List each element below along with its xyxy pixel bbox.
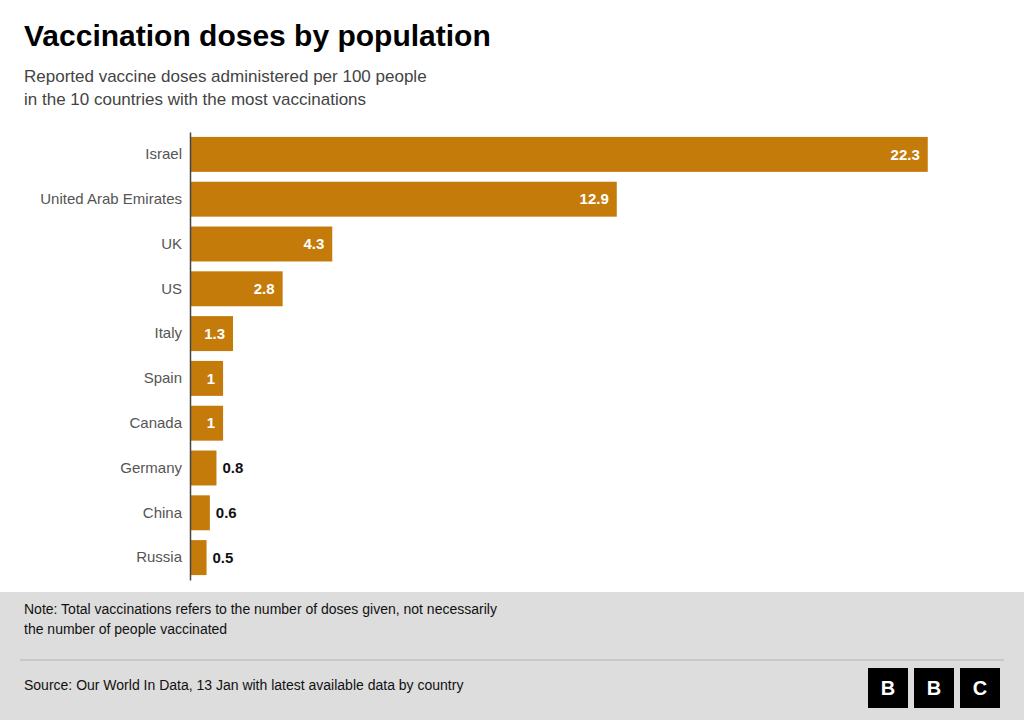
logo-box [868,668,908,708]
logo-box [960,668,1000,708]
data-label: 0.6 [216,504,237,521]
tick-label: Russia [136,548,183,565]
y-axis: Israel United Arab Emirates UK US Italy Spain… [40,133,190,581]
bar [190,137,928,172]
source: Source: Our World In Data, 13 Jan with l… [24,677,463,693]
bar [190,406,223,441]
data-label: 1 [207,414,215,431]
data-label: 0.5 [213,549,234,566]
tick: United Arab Emirates [40,190,190,207]
title: Vaccination doses by population [24,19,491,52]
tick-label: Spain [144,369,182,386]
tick-label: United Arab Emirates [40,190,182,207]
data-label: 12.9 [580,190,609,207]
tick: Russia [136,548,190,565]
data-label: 22.3 [891,146,920,163]
footer-background [0,592,1024,720]
tick: Italy [154,324,190,341]
tick-label: Italy [154,324,182,341]
bar [190,540,207,575]
tick: Germany [120,459,190,476]
data-label: 2.8 [254,280,275,297]
logo-letter: B [927,677,941,699]
bar [190,495,210,530]
plot: Israel United Arab Emirates UK US Italy Spain… [40,133,927,581]
data-label: 1.3 [204,325,225,342]
tick: Canada [129,414,190,431]
tick: US [161,280,190,297]
note: Note: Total vaccinations refers to the n… [24,601,497,637]
tick-label: China [143,504,183,521]
logo-letter: C [973,677,987,699]
logo-letter: B [881,677,895,699]
bar [190,182,617,217]
subtitle: Reported vaccine doses administered per … [24,67,427,109]
tick: China [143,504,190,521]
tick: UK [161,235,190,252]
tick-label: UK [161,235,182,252]
tick: Israel [145,145,190,162]
tick: Spain [144,369,190,386]
data-label: 4.3 [303,235,324,252]
data-label: 0.8 [222,459,243,476]
data-label: 1 [207,370,215,387]
bar [190,271,283,306]
data-labels: 22.3 12.9 4.3 2.8 1.3 1 1 0.8 0.6 0.5 [204,146,920,566]
bar [190,361,223,396]
tick-label: Germany [120,459,182,476]
chart: Vaccination doses by population Reported … [0,0,1024,720]
footer-divider [20,660,1004,661]
logo: BBC [868,668,1000,708]
bar [190,316,233,351]
bars [190,137,928,575]
tick-label: Canada [129,414,182,431]
logo-box [914,668,954,708]
tick-label: Israel [145,145,182,162]
bar [190,451,216,486]
bar [190,227,332,262]
axis-line [190,133,192,581]
tick-label: US [161,280,182,297]
